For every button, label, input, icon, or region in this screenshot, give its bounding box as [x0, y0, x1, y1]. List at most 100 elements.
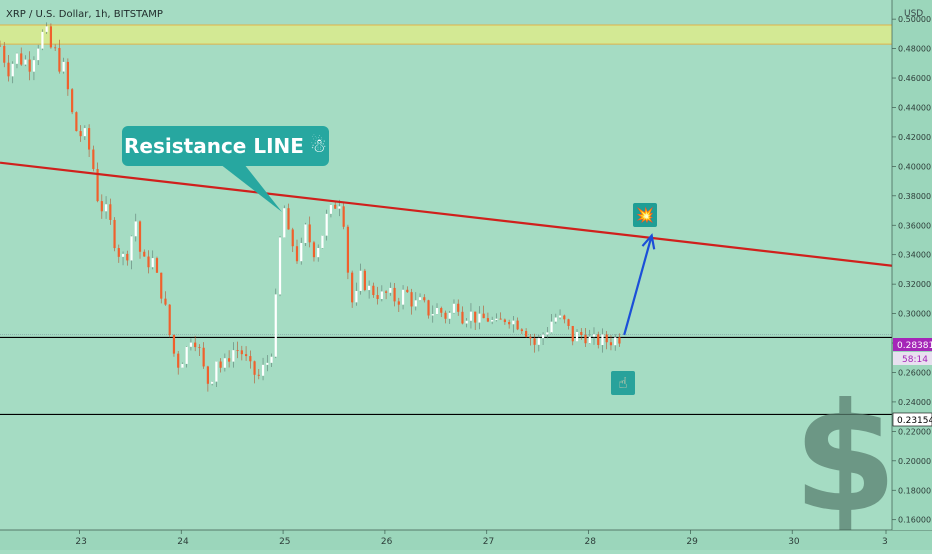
candle-body: [465, 320, 468, 324]
candle: [384, 290, 388, 300]
candle-body: [558, 315, 562, 318]
candle: [244, 346, 248, 361]
candle: [266, 355, 269, 372]
countdown-label: 58:14: [902, 355, 928, 365]
candle: [87, 124, 91, 157]
candle: [312, 240, 316, 262]
candle-body: [414, 300, 417, 307]
snowman-icon: ☃: [309, 135, 327, 157]
candle: [389, 282, 392, 296]
candle-body: [117, 248, 120, 257]
candle: [575, 329, 579, 342]
candle: [41, 29, 44, 51]
candle: [427, 299, 430, 319]
candle: [215, 361, 218, 387]
candle-body: [346, 226, 350, 273]
candle-body: [232, 350, 235, 362]
candle: [300, 237, 303, 265]
candle-body: [486, 318, 490, 322]
candle-body: [520, 329, 523, 332]
candle: [414, 292, 417, 311]
candle: [440, 306, 443, 318]
candle-body: [406, 289, 409, 293]
candle: [563, 314, 566, 324]
candle: [376, 286, 379, 305]
explosion-glyph: 💥: [635, 205, 655, 224]
candle: [482, 305, 485, 319]
candle: [554, 313, 557, 324]
y-tick-label: 0.26000: [898, 368, 931, 377]
candle-body: [308, 224, 311, 243]
candle-body: [130, 236, 133, 261]
y-tick-label: 0.20000: [898, 457, 931, 466]
candle-body: [79, 131, 82, 137]
x-tick-label: 30: [788, 537, 800, 547]
candle: [508, 319, 511, 329]
candle-body: [228, 358, 231, 362]
candle-body: [75, 112, 78, 132]
candle: [240, 345, 243, 361]
candle-body: [266, 362, 269, 365]
candle: [321, 235, 324, 249]
candle-body: [49, 26, 53, 48]
candle: [253, 360, 256, 384]
candle: [452, 299, 456, 314]
candle-body: [495, 318, 498, 321]
candle-body: [418, 297, 422, 301]
candle-body: [312, 242, 316, 258]
candle-body: [160, 272, 163, 299]
candle: [287, 203, 290, 230]
projection-arrow-shaft: [623, 235, 653, 336]
candle: [113, 217, 116, 252]
candle: [393, 283, 396, 307]
y-tick-label: 0.22000: [898, 427, 931, 436]
resistance-trendline: [0, 161, 893, 267]
candle-body: [546, 332, 549, 335]
y-tick-label: 0.50000: [898, 15, 931, 24]
candle-body: [181, 363, 184, 368]
x-tick-label: 24: [177, 537, 189, 547]
candle: [32, 56, 36, 81]
candle-body: [512, 320, 515, 325]
candle-body: [28, 59, 31, 72]
candle: [520, 328, 523, 334]
x-tick-label: 26: [381, 537, 393, 547]
resistance-zone: [0, 24, 892, 45]
candle-body: [0, 45, 2, 47]
candle-body: [597, 334, 600, 346]
currency-unit[interactable]: USD: [904, 9, 924, 19]
candle: [435, 303, 439, 315]
candle: [206, 365, 209, 392]
candle: [431, 305, 434, 323]
candle-body: [261, 364, 265, 376]
resistance-zone-band: [0, 25, 892, 45]
candle: [155, 256, 159, 274]
candle: [351, 270, 354, 308]
projection-arrow-head: [641, 233, 656, 250]
candle-body: [45, 26, 48, 32]
support-price-badge: 0.23154: [892, 412, 932, 427]
candle: [503, 318, 506, 325]
candle: [423, 294, 426, 303]
candle: [486, 312, 490, 323]
candle: [278, 235, 282, 297]
time-axis[interactable]: [0, 530, 932, 550]
candle: [100, 194, 103, 219]
candle: [363, 268, 366, 292]
candle: [92, 145, 95, 172]
candle: [3, 41, 6, 68]
time-axis-ticks: 23 24 25 26 27 28 29 30 3: [75, 530, 888, 547]
candle-body: [185, 346, 188, 364]
projection-arrow: [623, 233, 656, 336]
candle-body: [571, 325, 574, 342]
candle: [189, 338, 193, 351]
candle-body: [368, 285, 371, 291]
candle: [461, 306, 464, 325]
price-axis[interactable]: [892, 0, 932, 530]
candle: [355, 282, 358, 306]
candle: [83, 125, 86, 141]
candle-body: [503, 319, 506, 323]
